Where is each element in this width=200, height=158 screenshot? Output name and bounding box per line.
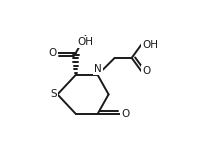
Text: OH: OH bbox=[77, 37, 93, 47]
Text: O: O bbox=[49, 48, 57, 58]
Text: OH: OH bbox=[142, 40, 158, 49]
Text: O: O bbox=[121, 109, 130, 119]
Text: N: N bbox=[94, 64, 102, 74]
Text: O: O bbox=[142, 66, 150, 76]
Text: S: S bbox=[50, 89, 57, 99]
